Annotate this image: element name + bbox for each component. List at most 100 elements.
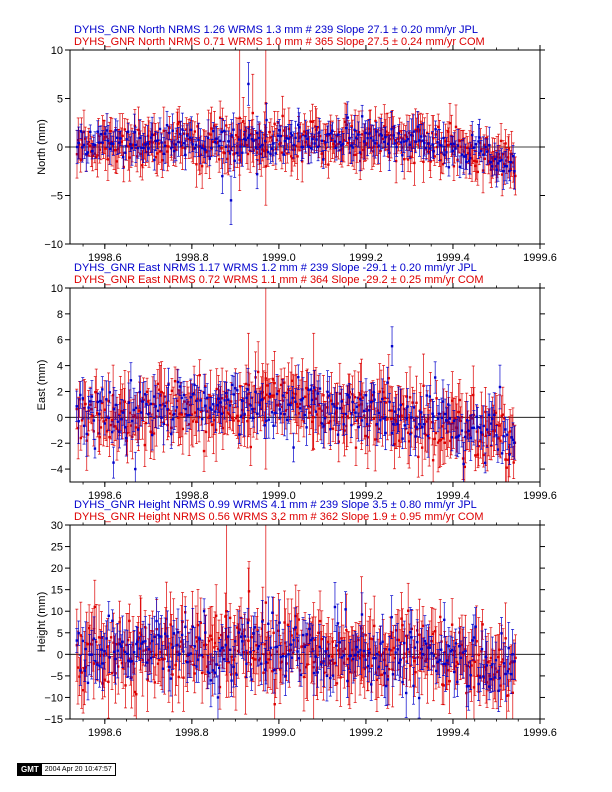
data-point-jpl (150, 133, 154, 136)
data-point-com (371, 393, 375, 397)
data-point-com (352, 153, 356, 157)
data-point-jpl (305, 426, 308, 429)
data-point-com (391, 409, 394, 412)
data-point-jpl (354, 411, 357, 414)
data-point-com (514, 174, 517, 178)
panel-2: DYHS_GNR East NRMS 1.17 WRMS 1.2 mm # 23… (36, 262, 557, 502)
data-point-jpl (138, 390, 141, 394)
data-point-com (156, 152, 159, 155)
data-point-jpl (191, 392, 194, 396)
data-point-jpl (463, 435, 467, 439)
data-point-jpl (249, 404, 252, 407)
data-point-jpl (180, 396, 183, 400)
data-point-com (322, 394, 325, 397)
data-point-com (271, 377, 274, 381)
data-point-com (332, 142, 335, 146)
data-point-jpl (467, 429, 470, 433)
data-point-com (492, 429, 495, 433)
data-point-jpl (271, 147, 274, 150)
data-point-com (349, 412, 353, 415)
data-point-jpl (460, 429, 464, 432)
data-point-jpl (488, 143, 491, 147)
data-point-com (96, 154, 99, 157)
data-point-com (155, 415, 158, 418)
data-point-jpl (355, 136, 358, 140)
data-point-com (79, 436, 83, 440)
data-point-jpl (117, 141, 121, 144)
data-point-jpl (309, 146, 313, 150)
data-point-jpl (87, 406, 90, 409)
data-point-com (273, 381, 276, 385)
data-point-jpl (105, 398, 108, 401)
data-point-jpl (364, 131, 367, 135)
data-point-jpl (199, 399, 202, 402)
data-point-jpl (267, 418, 271, 421)
data-point-com (262, 397, 265, 400)
data-point-jpl (415, 426, 419, 429)
data-point-com (411, 401, 414, 404)
data-point-com (138, 132, 141, 135)
data-point-com (299, 135, 302, 138)
data-point-jpl (366, 136, 369, 140)
data-point-com (248, 149, 252, 153)
data-point-com (272, 394, 275, 397)
data-point-com (324, 147, 328, 150)
data-point-com (417, 455, 420, 459)
data-point-com (444, 140, 447, 143)
data-point-com (239, 139, 243, 142)
data-point-com (357, 396, 360, 400)
data-point-com (249, 445, 252, 449)
data-point-jpl (88, 400, 92, 403)
data-point-jpl (457, 434, 461, 437)
data-point-jpl (327, 132, 330, 136)
data-point-com (234, 416, 238, 420)
data-point-jpl (315, 138, 318, 141)
data-point-jpl (357, 133, 360, 136)
data-point-com (275, 138, 279, 142)
data-point-com (501, 413, 505, 416)
data-point-com (111, 393, 115, 397)
data-point-com (321, 152, 324, 155)
data-point-jpl (112, 407, 116, 411)
data-point-jpl (427, 142, 430, 145)
data-point-com (387, 376, 390, 380)
data-point-jpl (498, 385, 502, 389)
data-point-jpl (75, 145, 79, 149)
data-point-com (165, 401, 168, 404)
data-point-jpl (287, 137, 290, 140)
data-point-com (98, 148, 101, 151)
data-point-com (103, 408, 107, 411)
data-point-jpl (460, 153, 464, 156)
data-point-jpl (136, 146, 140, 150)
data-point-com (139, 399, 142, 403)
data-point-jpl (202, 391, 206, 394)
data-point-jpl (185, 134, 189, 137)
data-point-jpl (452, 142, 456, 145)
data-point-jpl (141, 400, 144, 403)
panel-1: DYHS_GNR North NRMS 1.26 WRMS 1.3 mm # 2… (36, 24, 557, 264)
data-point-jpl (232, 128, 235, 131)
data-point-jpl (374, 142, 377, 145)
data-point-com (329, 137, 332, 140)
data-point-com (479, 439, 482, 443)
data-point-jpl (256, 412, 259, 415)
data-point-jpl (81, 146, 84, 149)
data-point-com (337, 130, 341, 134)
data-point-jpl (147, 147, 150, 150)
data-point-jpl (372, 139, 375, 142)
data-point-jpl (500, 158, 503, 162)
data-point-jpl (107, 416, 110, 420)
data-point-com (251, 111, 254, 115)
data-point-jpl (392, 422, 395, 426)
data-point-com (447, 421, 450, 424)
data-point-com (469, 144, 473, 147)
data-point-jpl (342, 142, 345, 146)
data-point-jpl (101, 141, 104, 144)
data-point-jpl (309, 388, 313, 391)
data-point-jpl (170, 146, 173, 150)
data-point-jpl (156, 409, 160, 413)
data-point-jpl (145, 403, 148, 406)
data-point-jpl (289, 132, 293, 135)
data-point-com (225, 124, 228, 127)
data-point-com (434, 431, 438, 435)
